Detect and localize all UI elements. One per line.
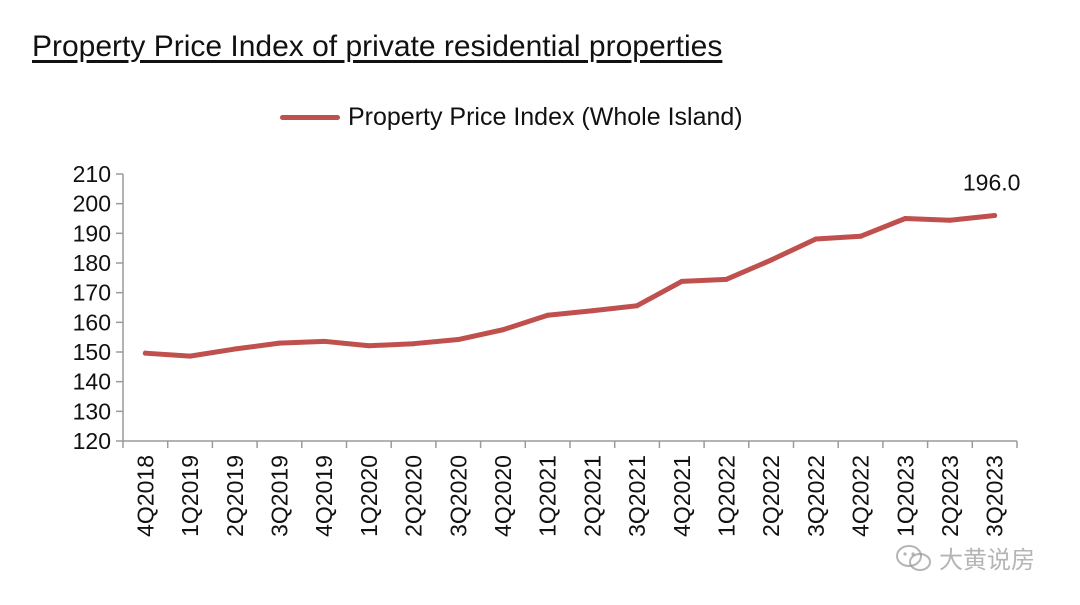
data-point [723,276,729,282]
x-tick-label: 1Q2022 [713,455,739,537]
data-point [232,346,238,352]
data-point [858,233,864,239]
y-tick-label: 160 [73,309,111,335]
x-tick-label: 3Q2020 [445,455,471,537]
data-point [768,257,774,263]
x-tick-label: 4Q2019 [311,455,337,537]
data-point [455,337,461,343]
data-point [947,217,953,223]
data-label: 196.0 [963,170,1021,196]
data-point [589,308,595,314]
data-point [366,343,372,349]
y-tick-label: 180 [73,250,111,276]
x-tick-label: 1Q2020 [356,455,382,537]
x-tick-label: 3Q2022 [803,455,829,537]
y-tick-label: 170 [73,280,111,306]
x-tick-label: 3Q2021 [624,455,650,537]
legend-line-swatch [280,114,340,120]
x-tick-label: 4Q2021 [669,455,695,537]
y-tick-label: 150 [73,339,111,365]
x-tick-label: 4Q2018 [132,455,158,537]
y-tick-label: 140 [73,369,111,395]
x-tick-label: 2Q2022 [758,455,784,537]
data-point [187,353,193,359]
data-point [813,236,819,242]
data-point [142,350,148,356]
x-tick-label: 2Q2023 [937,455,963,537]
data-point [992,213,998,219]
data-point [321,338,327,344]
wechat-icon [896,544,931,571]
data-point [902,216,908,221]
x-tick-label: 1Q2021 [535,455,561,537]
watermark: 大黄说房 [895,540,1035,575]
x-tick-label: 3Q2023 [982,455,1008,537]
chart-legend: Property Price Index (Whole Island) [280,100,743,134]
data-point [634,303,640,309]
data-point [500,327,506,333]
legend-label: Property Price Index (Whole Island) [348,102,743,131]
x-tick-label: 2Q2019 [222,455,248,537]
y-tick-label: 130 [73,398,111,424]
y-tick-label: 190 [73,220,111,246]
x-tick-label: 3Q2019 [266,455,292,537]
x-tick-label: 2Q2021 [579,455,605,537]
x-tick-label: 1Q2019 [177,455,203,537]
data-point [276,340,282,346]
data-point [679,278,685,284]
x-tick-label: 2Q2020 [401,455,427,537]
x-tick-label: 1Q2023 [892,455,918,537]
data-point [545,312,551,318]
y-tick-label: 210 [73,161,111,187]
page-title: Property Price Index of private resident… [32,30,723,63]
x-tick-label: 4Q2022 [848,455,874,537]
x-tick-label: 4Q2020 [490,455,516,537]
y-tick-label: 120 [73,428,111,454]
series-line [142,213,998,359]
data-point [411,341,417,347]
watermark-text: 大黄说房 [939,547,1035,574]
y-tick-label: 200 [73,191,111,217]
